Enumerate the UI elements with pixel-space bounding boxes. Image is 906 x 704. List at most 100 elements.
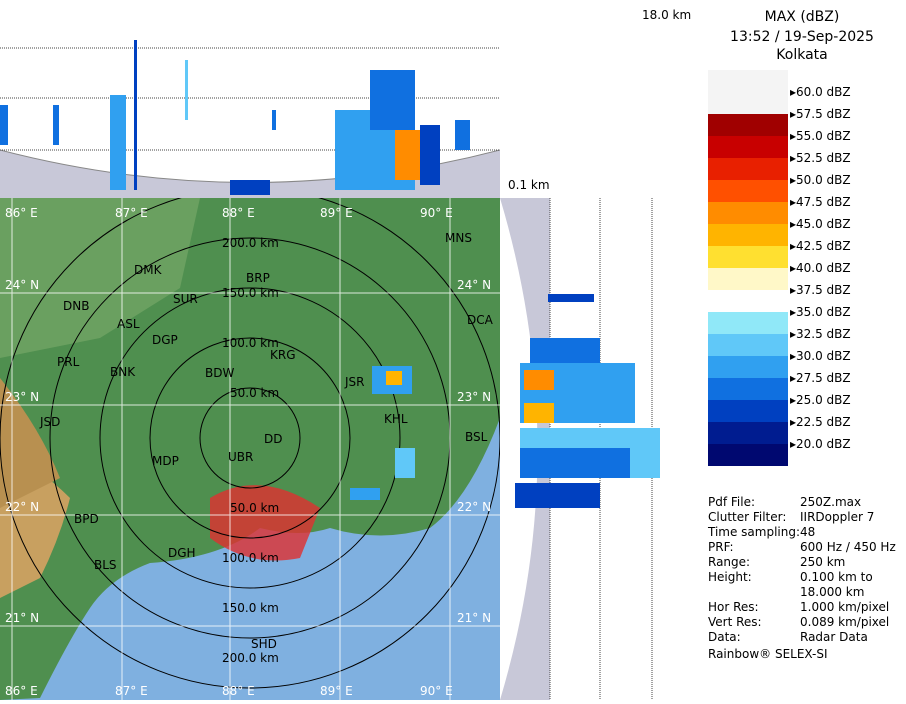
legend-swatch xyxy=(708,290,788,312)
info-value: 250 km xyxy=(800,555,846,569)
legend-swatch xyxy=(708,356,788,378)
city-bls: BLS xyxy=(94,558,117,572)
legend-label: ▸55.0 dBZ xyxy=(790,129,851,143)
legend-swatch xyxy=(708,202,788,224)
legend-swatch xyxy=(708,224,788,246)
range-label-150-north: 150.0 km xyxy=(222,286,279,300)
info-row: Time sampling: 48 xyxy=(708,525,815,540)
info-value: 600 Hz / 450 Hz xyxy=(800,540,896,554)
info-key: Height: xyxy=(708,570,752,584)
legend-swatch xyxy=(708,158,788,180)
legend-label: ▸57.5 dBZ xyxy=(790,107,851,121)
lon-label-88-bottom: 88° E xyxy=(222,684,255,698)
lat-label-22-right: 22° N xyxy=(457,500,492,514)
info-row: Clutter Filter: IIRDoppler 7 xyxy=(708,510,874,525)
info-key: Pdf File: xyxy=(708,495,756,509)
station-name: Kolkata xyxy=(776,47,828,63)
info-value: IIRDoppler 7 xyxy=(800,510,875,524)
info-value: 0.089 km/pixel xyxy=(800,615,890,629)
city-prl: PRL xyxy=(57,355,80,369)
info-value: 18.000 km xyxy=(800,585,865,599)
product-title: MAX (dBZ) xyxy=(764,9,840,25)
legend-label: ▸52.5 dBZ xyxy=(790,151,851,165)
city-brp: BRP xyxy=(246,271,270,285)
lat-label-24: 24° N xyxy=(5,278,40,292)
city-dca: DCA xyxy=(467,313,493,327)
legend-label: ▸40.0 dBZ xyxy=(790,261,851,275)
lon-label-86-bottom: 86° E xyxy=(5,684,38,698)
legend-swatch xyxy=(708,180,788,202)
lon-label-89: 89° E xyxy=(320,206,353,220)
range-label-50-north: 50.0 km xyxy=(230,386,280,400)
legend-label: ▸22.5 dBZ xyxy=(790,415,851,429)
city-bpd: BPD xyxy=(74,512,99,526)
city-dmk: DMK xyxy=(134,263,162,277)
legend-label: ▸50.0 dBZ xyxy=(790,173,851,187)
legend-swatch xyxy=(708,136,788,158)
height-bottom-label: 0.1 km xyxy=(508,178,550,192)
info-key: Clutter Filter: xyxy=(708,510,787,524)
lon-label-90: 90° E xyxy=(420,206,453,220)
legend-swatch xyxy=(708,312,788,334)
legend-swatch xyxy=(708,444,788,466)
city-jsr: JSR xyxy=(345,375,365,389)
lat-label-22: 22° N xyxy=(5,500,40,514)
legend-label: ▸27.5 dBZ xyxy=(790,371,851,385)
datetime: 13:52 / 19-Sep-2025 xyxy=(730,29,874,45)
lat-label-23-right: 23° N xyxy=(457,390,492,404)
lon-label-87-bottom: 87° E xyxy=(115,684,148,698)
legend-swatch xyxy=(708,92,788,114)
legend-label: ▸30.0 dBZ xyxy=(790,349,851,363)
city-sur: SUR xyxy=(173,292,198,306)
info-row: Range: 250 km xyxy=(708,555,845,570)
vertical-section-top xyxy=(0,0,501,198)
legend-swatch xyxy=(708,334,788,356)
info-key: PRF: xyxy=(708,540,734,554)
info-key: Data: xyxy=(708,630,741,644)
legend-label: ▸25.0 dBZ xyxy=(790,393,851,407)
legend-label: ▸45.0 dBZ xyxy=(790,217,851,231)
height-top-label: 18.0 km xyxy=(642,8,692,22)
legend-swatch xyxy=(708,378,788,400)
city-ubr: UBR xyxy=(228,450,254,464)
legend-label: ▸60.0 dBZ xyxy=(790,85,851,99)
vertical-section-top-plot xyxy=(0,40,501,198)
legend-label: ▸37.5 dBZ xyxy=(790,283,851,297)
range-label-50-south: 50.0 km xyxy=(230,501,280,515)
lat-label-23: 23° N xyxy=(5,390,40,404)
footer-credit: Rainbow® SELEX-SI xyxy=(708,647,828,661)
info-value: Radar Data xyxy=(800,630,868,644)
city-shd: SHD xyxy=(251,637,277,651)
city-khl: KHL xyxy=(384,412,408,426)
lon-label-90-bottom: 90° E xyxy=(420,684,453,698)
city-asl: ASL xyxy=(117,317,140,331)
info-key: Vert Res: xyxy=(708,615,762,629)
legend-swatch xyxy=(708,246,788,268)
info-value: 1.000 km/pixel xyxy=(800,600,890,614)
legend-swatch xyxy=(708,268,788,290)
legend-label: ▸47.5 dBZ xyxy=(790,195,851,209)
info-row: Pdf File: 250Z.max xyxy=(708,495,861,510)
city-bdw: BDW xyxy=(205,366,235,380)
range-label-100-north: 100.0 km xyxy=(222,336,279,350)
info-value: 48 xyxy=(800,525,816,539)
range-label-200-south: 200.0 km xyxy=(222,651,279,665)
city-dgp: DGP xyxy=(152,333,178,347)
info-row: Hor Res: 1.000 km/pixel xyxy=(708,600,889,615)
info-row: Data: Radar Data xyxy=(708,630,868,645)
city-krg: KRG xyxy=(270,348,296,362)
vertical-section-right xyxy=(500,198,698,700)
info-key: Range: xyxy=(708,555,751,569)
radar-map-plot xyxy=(0,198,500,700)
city-jsd: JSD xyxy=(40,415,61,429)
info-row: PRF: 600 Hz / 450 Hz xyxy=(708,540,896,555)
range-label-200-north: 200.0 km xyxy=(222,236,279,250)
legend-label: ▸42.5 dBZ xyxy=(790,239,851,253)
info-value: 250Z.max xyxy=(800,495,862,509)
lon-label-87: 87° E xyxy=(115,206,148,220)
lat-label-21-right: 21° N xyxy=(457,611,492,625)
lon-label-88: 88° E xyxy=(222,206,255,220)
lon-label-86: 86° E xyxy=(5,206,38,220)
lat-label-21: 21° N xyxy=(5,611,40,625)
radar-map: 86° E 87° E 88° E 89° E 90° E 86° E 87° … xyxy=(0,198,500,700)
